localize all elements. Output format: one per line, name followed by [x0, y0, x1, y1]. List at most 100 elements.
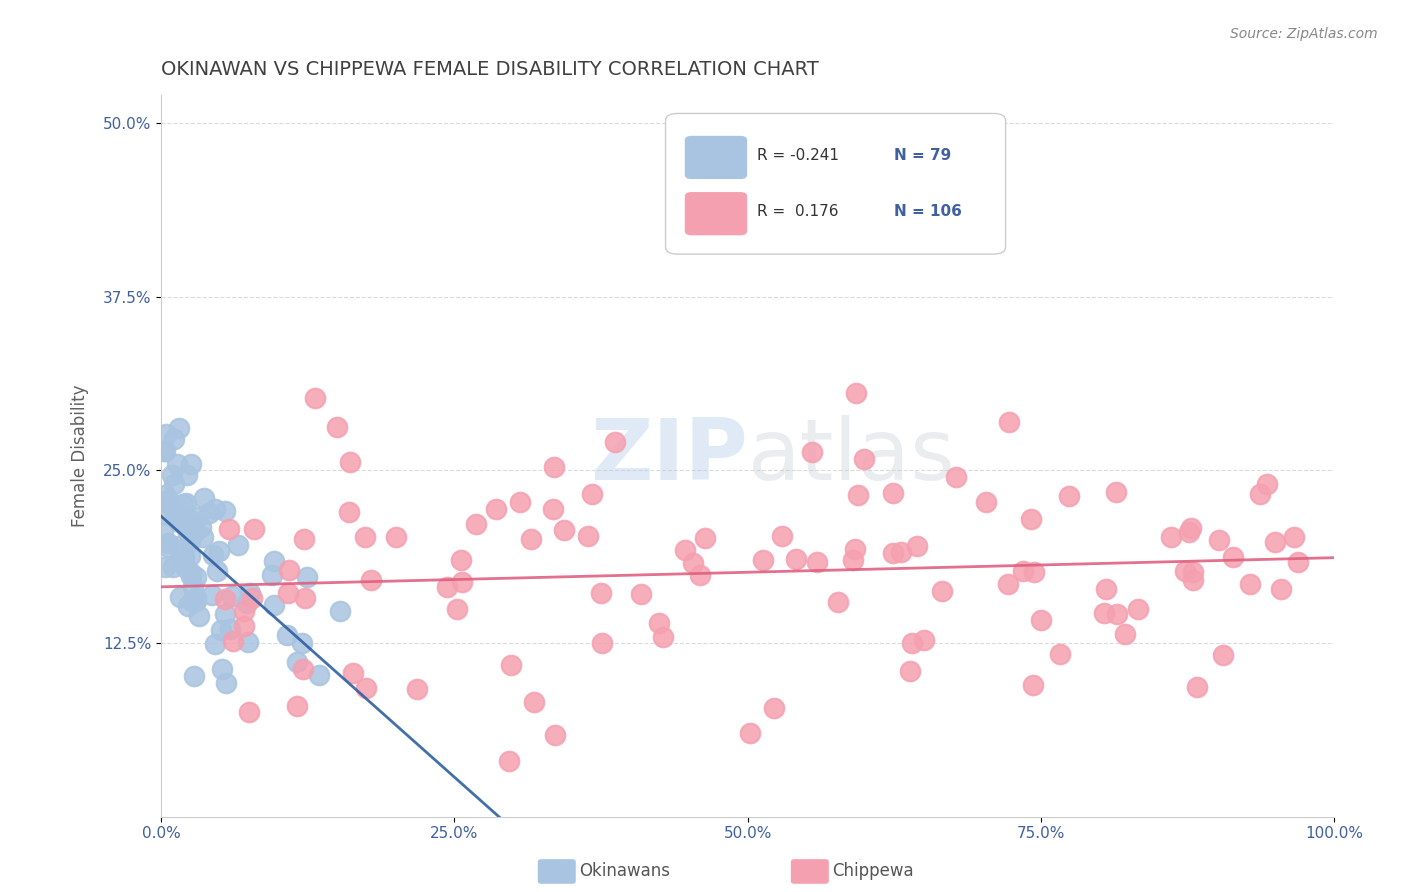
Point	[1126, 601, 1149, 615]
Point	[846, 488, 869, 502]
Point	[285, 699, 308, 714]
Point	[1256, 477, 1278, 491]
Point	[177, 599, 200, 613]
Point	[276, 628, 298, 642]
Point	[169, 590, 191, 604]
Text: OKINAWAN VS CHIPPEWA FEMALE DISABILITY CORRELATION CHART: OKINAWAN VS CHIPPEWA FEMALE DISABILITY C…	[162, 60, 820, 78]
Point	[541, 501, 564, 516]
Point	[450, 553, 472, 567]
Point	[1264, 534, 1286, 549]
Point	[689, 567, 711, 582]
Point	[342, 665, 364, 680]
Point	[898, 665, 921, 679]
Point	[211, 662, 233, 676]
Point	[187, 510, 209, 524]
Point	[176, 561, 198, 575]
Point	[291, 636, 314, 650]
Point	[218, 522, 240, 536]
FancyBboxPatch shape	[665, 113, 1005, 254]
Point	[263, 598, 285, 612]
Point	[214, 504, 236, 518]
Point	[845, 385, 868, 400]
Point	[162, 559, 184, 574]
Point	[277, 586, 299, 600]
Point	[1057, 489, 1080, 503]
Point	[165, 509, 187, 524]
Point	[157, 540, 180, 554]
Point	[1270, 582, 1292, 596]
Point	[325, 419, 347, 434]
Point	[695, 531, 717, 545]
Point	[1212, 648, 1234, 662]
Point	[738, 726, 761, 740]
Point	[1022, 678, 1045, 692]
Point	[1095, 582, 1118, 596]
Point	[180, 594, 202, 608]
Point	[190, 520, 212, 534]
Point	[153, 443, 176, 458]
Point	[882, 546, 904, 560]
Text: Okinawans: Okinawans	[579, 863, 671, 880]
Point	[214, 607, 236, 621]
Point	[167, 515, 190, 529]
Point	[337, 505, 360, 519]
Point	[215, 676, 238, 690]
Point	[498, 754, 520, 768]
Point	[1031, 613, 1053, 627]
Point	[485, 502, 508, 516]
Point	[176, 496, 198, 510]
Point	[605, 435, 627, 450]
Point	[354, 681, 377, 696]
Text: ZIP: ZIP	[591, 415, 748, 498]
Point	[179, 457, 201, 471]
Point	[166, 508, 188, 522]
Point	[243, 522, 266, 536]
Point	[1181, 574, 1204, 588]
Point	[446, 601, 468, 615]
Point	[354, 530, 377, 544]
Point	[160, 467, 183, 482]
Point	[1019, 512, 1042, 526]
Point	[1249, 487, 1271, 501]
Point	[179, 513, 201, 527]
Point	[842, 553, 865, 567]
Point	[204, 636, 226, 650]
Point	[651, 630, 673, 644]
Point	[1222, 550, 1244, 565]
Point	[675, 543, 697, 558]
Point	[152, 508, 174, 522]
Point	[172, 548, 194, 562]
Point	[173, 549, 195, 564]
Point	[238, 705, 260, 719]
Point	[1181, 565, 1204, 579]
Point	[682, 556, 704, 570]
Point	[464, 517, 486, 532]
Point	[1114, 626, 1136, 640]
Point	[262, 568, 284, 582]
Point	[451, 574, 474, 589]
Text: atlas: atlas	[748, 415, 956, 498]
Text: Chippewa: Chippewa	[832, 863, 914, 880]
Point	[263, 554, 285, 568]
Point	[239, 585, 262, 599]
Point	[197, 506, 219, 520]
Point	[308, 668, 330, 682]
Point	[204, 501, 226, 516]
Point	[509, 495, 531, 509]
Point	[221, 589, 243, 603]
Point	[543, 460, 565, 475]
Point	[1049, 647, 1071, 661]
Point	[170, 550, 193, 565]
Point	[153, 444, 176, 458]
Point	[222, 634, 245, 648]
Point	[945, 470, 967, 484]
Point	[630, 587, 652, 601]
Point	[785, 552, 807, 566]
Point	[581, 487, 603, 501]
Point	[751, 553, 773, 567]
Point	[187, 608, 209, 623]
Point	[1105, 607, 1128, 621]
Point	[544, 728, 567, 742]
FancyBboxPatch shape	[686, 136, 747, 178]
Point	[1092, 606, 1115, 620]
